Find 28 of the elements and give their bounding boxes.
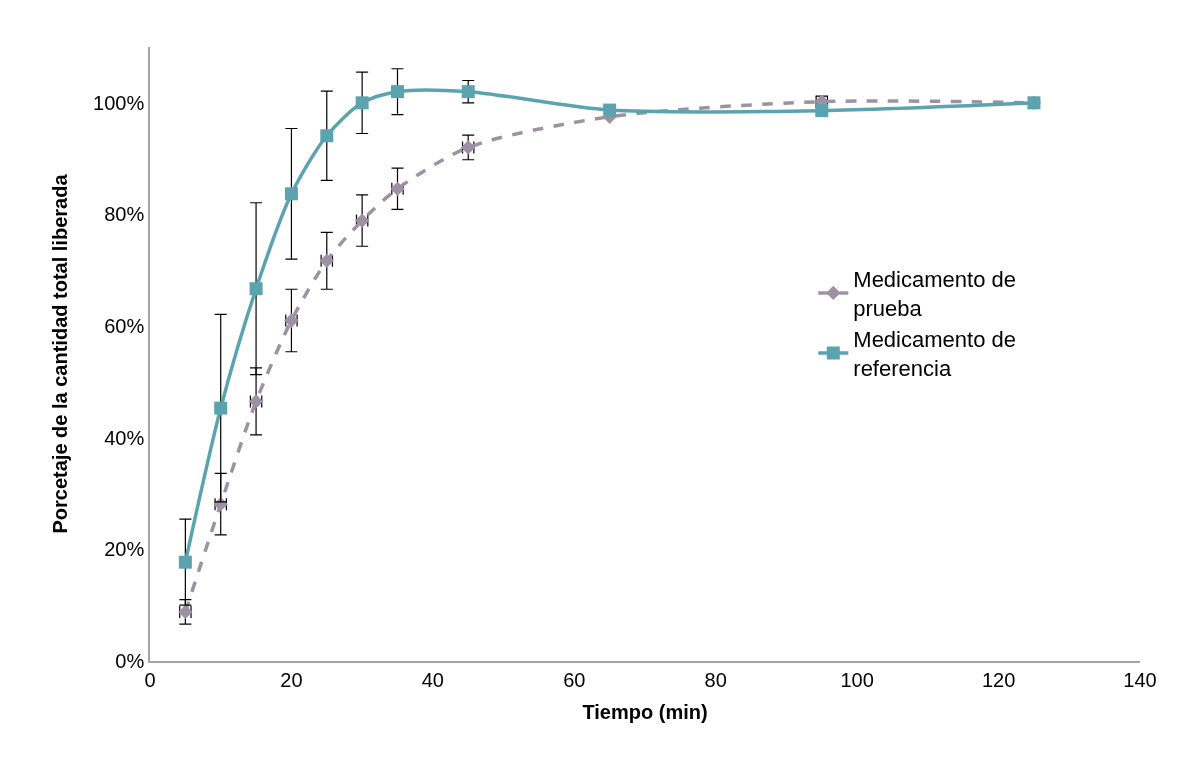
point	[178, 555, 192, 569]
x-tick-label: 100	[840, 668, 874, 691]
y-tick-label: 40%	[104, 426, 145, 449]
point	[249, 282, 263, 296]
x-tick-label: 40	[421, 668, 444, 691]
point	[815, 104, 829, 118]
x-tick-label: 60	[563, 668, 586, 691]
y-tick-label: 60%	[104, 315, 145, 338]
point	[603, 103, 617, 117]
y-axis-title: Porcetaje de la cantidad total liberada	[49, 173, 72, 534]
x-tick-label: 20	[280, 668, 303, 691]
x-tick-label: 120	[981, 668, 1016, 691]
legend-label: Medicamento de referencia	[853, 327, 1016, 381]
x-tick-label: 140	[1123, 668, 1157, 691]
x-tick-label: 80	[704, 668, 727, 691]
point	[284, 187, 298, 201]
y-tick-label: 20%	[104, 538, 145, 561]
x-axis-title: Tiempo (min)	[582, 700, 708, 723]
point	[320, 129, 334, 143]
point	[391, 85, 404, 99]
y-tick-label: 80%	[104, 203, 145, 226]
x-tick-label: 0	[144, 668, 156, 691]
y-tick-label: 100%	[93, 91, 145, 114]
y-tick-label: 0%	[115, 650, 145, 672]
legend-label: Medicamento de prueba	[853, 267, 1016, 321]
point	[214, 401, 228, 415]
point	[461, 85, 475, 99]
point	[355, 96, 369, 110]
